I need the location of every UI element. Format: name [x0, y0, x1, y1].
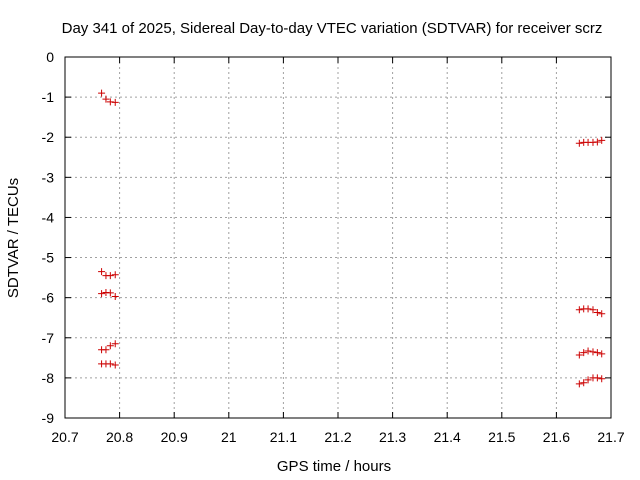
- data-point: [106, 342, 114, 350]
- data-point: [102, 95, 110, 103]
- data-point: [598, 375, 606, 383]
- data-point: [598, 310, 606, 318]
- data-point: [98, 290, 106, 298]
- data-point: [598, 136, 606, 144]
- x-axis-label: GPS time / hours: [277, 458, 391, 475]
- x-tick-label: 20.7: [51, 429, 78, 445]
- x-tick-label: 20.8: [106, 429, 133, 445]
- y-tick-label: -3: [42, 169, 55, 185]
- data-point: [580, 379, 588, 387]
- plot-frame: [64, 56, 612, 419]
- data-point: [98, 268, 106, 276]
- data-point: [111, 271, 119, 279]
- data-point: [575, 306, 583, 314]
- data-point: [589, 306, 597, 314]
- y-tick-label: 0: [46, 49, 54, 65]
- data-point: [106, 272, 114, 280]
- data-point: [106, 360, 114, 368]
- data-point: [111, 98, 119, 106]
- tick-labels: 20.7 20.8 20.9 21 21.1 21.2 21.3 21.4 21.5 21.6 21…: [42, 49, 625, 445]
- data-point: [593, 138, 601, 146]
- data-point: [575, 139, 583, 147]
- y-tick-label: -8: [42, 370, 55, 386]
- y-tick-label: -2: [42, 129, 55, 145]
- grid: [65, 57, 611, 418]
- data-point: [598, 350, 606, 358]
- data-point: [111, 292, 119, 300]
- data-point: [111, 361, 119, 369]
- y-tick-label: -7: [42, 330, 55, 346]
- x-tick-label: 21.4: [434, 429, 461, 445]
- x-tick-label: 21.6: [543, 429, 570, 445]
- data-point: [102, 346, 110, 354]
- data-point: [575, 380, 583, 388]
- x-tick-label: 21.3: [379, 429, 406, 445]
- y-tick-label: -5: [42, 250, 55, 266]
- chart-title: Day 341 of 2025, Sidereal Day-to-day VTE…: [62, 20, 603, 37]
- data-point: [584, 347, 592, 355]
- y-tick-label: -6: [42, 290, 55, 306]
- data-point: [106, 289, 114, 297]
- y-tick-label: -4: [42, 209, 55, 225]
- data-point: [589, 348, 597, 356]
- data-point: [111, 340, 119, 348]
- data-point: [584, 305, 592, 313]
- data-point: [593, 349, 601, 357]
- x-tick-label: 20.9: [161, 429, 188, 445]
- data-points: [98, 89, 606, 388]
- data-point: [575, 351, 583, 359]
- y-tick-label: -1: [42, 89, 55, 105]
- x-tick-label: 21: [221, 429, 237, 445]
- x-tick-label: 21.5: [488, 429, 515, 445]
- data-point: [584, 376, 592, 384]
- x-tick-label: 21.1: [270, 429, 297, 445]
- data-point: [580, 349, 588, 357]
- data-point: [98, 89, 106, 97]
- data-point: [593, 309, 601, 317]
- data-point: [593, 374, 601, 382]
- x-tick-label: 21.7: [597, 429, 624, 445]
- x-tick-label: 21.2: [324, 429, 351, 445]
- y-axis-label: SDTVAR / TECUs: [5, 178, 22, 298]
- y-tick-label: -9: [42, 410, 55, 426]
